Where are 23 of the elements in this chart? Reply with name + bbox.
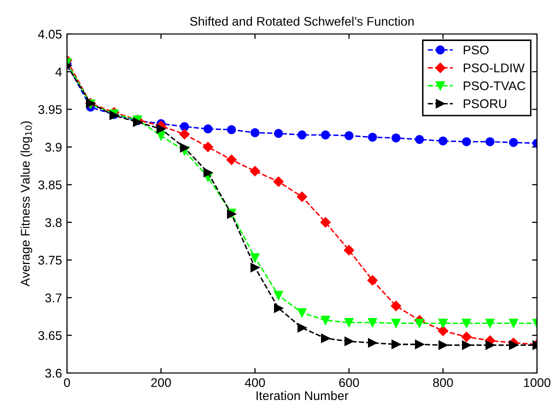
y-tick-label: 3.6 — [45, 368, 62, 378]
x-tick-label: 600 — [339, 378, 359, 388]
x-tick-label: 200 — [151, 378, 171, 388]
y-tick-label: 3.8 — [45, 218, 62, 227]
y-tick-label: 3.95 — [38, 105, 62, 114]
y-tick-label: 3.75 — [38, 256, 62, 265]
y-tick-label: 3.9 — [45, 142, 62, 152]
legend-label: PSORU — [464, 99, 506, 108]
x-tick-label: 800 — [433, 378, 453, 388]
x-tick-label: 0 — [64, 378, 70, 388]
y-tick-label: 3.7 — [45, 293, 62, 302]
legend-label: PSO — [464, 46, 489, 54]
legend-label: PSO-TVAC — [464, 81, 526, 90]
y-tick-label: 4.05 — [38, 30, 62, 39]
x-tick-label: 400 — [244, 378, 265, 388]
x-axis-title: Iteration Number — [256, 390, 348, 400]
chart-title: Shifted and Rotated Schwefel’s Function — [190, 16, 414, 26]
y-tick-label: 4 — [55, 68, 62, 76]
y-tick-label: 3.85 — [38, 180, 62, 190]
x-tick-label: 1000 — [524, 378, 550, 388]
legend-label: PSO-LDIW — [464, 63, 525, 72]
y-axis-title: Average Fitness Value (log$_{10}$) — [20, 121, 32, 286]
y-tick-label: 3.65 — [38, 331, 62, 340]
